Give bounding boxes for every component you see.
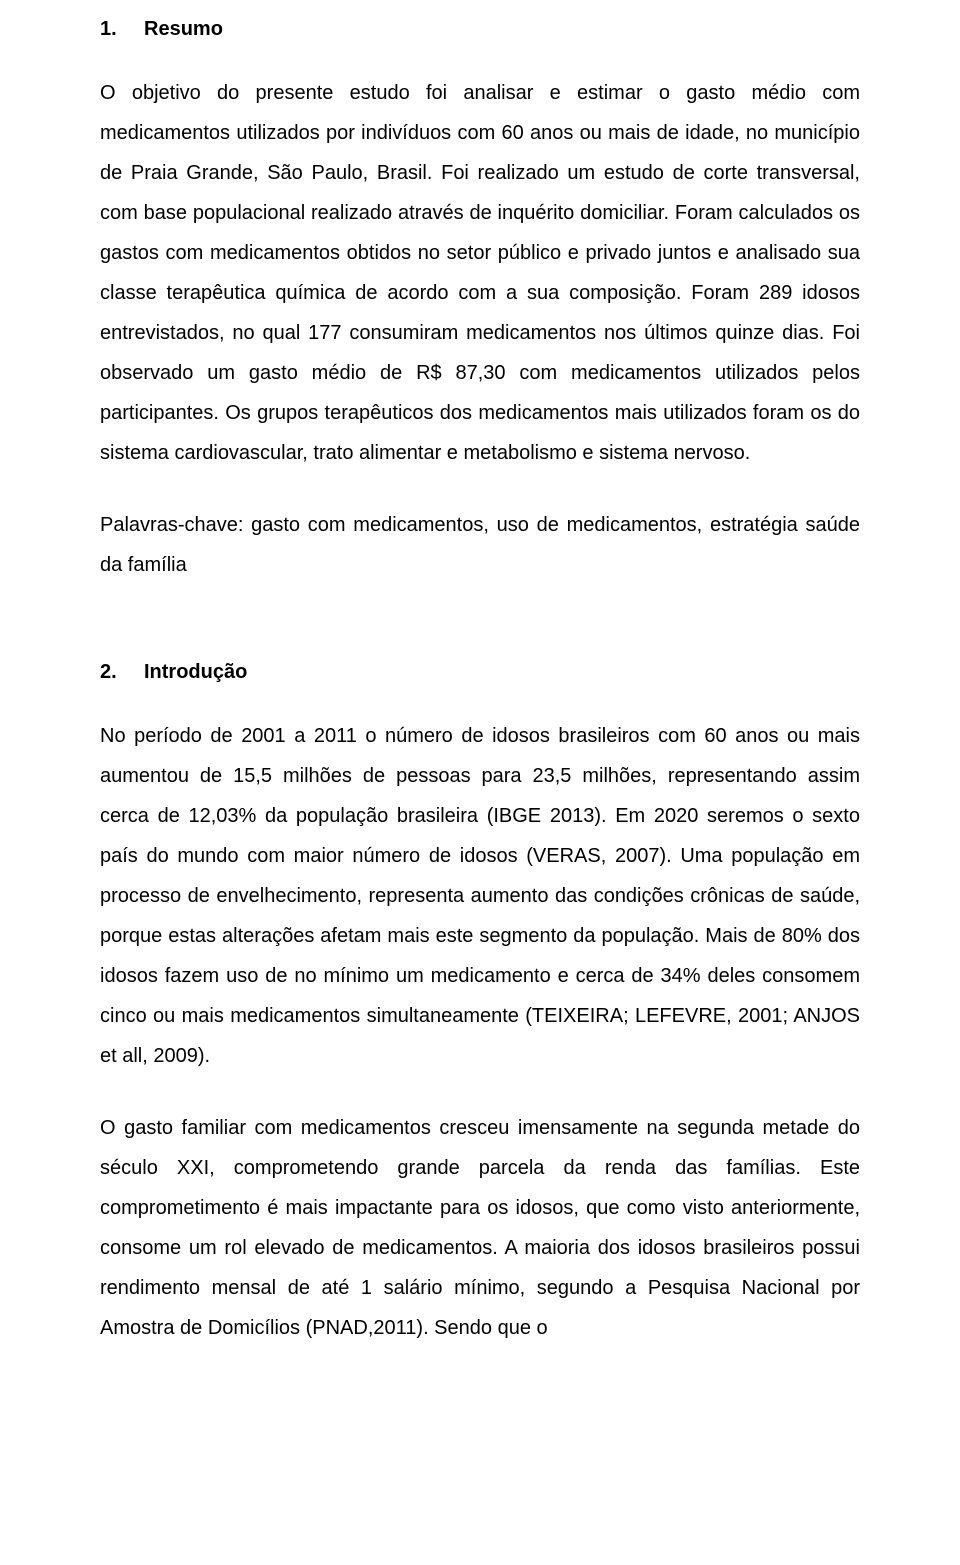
- document-page: 1.Resumo O objetivo do presente estudo f…: [0, 0, 960, 1565]
- palavras-chave-paragraph: Palavras-chave: gasto com medicamentos, …: [100, 505, 860, 585]
- section-title: Resumo: [144, 18, 223, 40]
- introducao-paragraph-1: No período de 2001 a 2011 o número de id…: [100, 716, 860, 1076]
- section-heading-introducao: 2.Introdução: [100, 661, 860, 684]
- section-title: Introdução: [144, 661, 247, 683]
- section-spacer: [100, 617, 860, 661]
- section-number: 2.: [100, 661, 144, 684]
- section-heading-resumo: 1.Resumo: [100, 18, 860, 41]
- section-number: 1.: [100, 18, 144, 41]
- introducao-paragraph-2: O gasto familiar com medicamentos cresce…: [100, 1108, 860, 1348]
- resumo-paragraph-1: O objetivo do presente estudo foi analis…: [100, 73, 860, 473]
